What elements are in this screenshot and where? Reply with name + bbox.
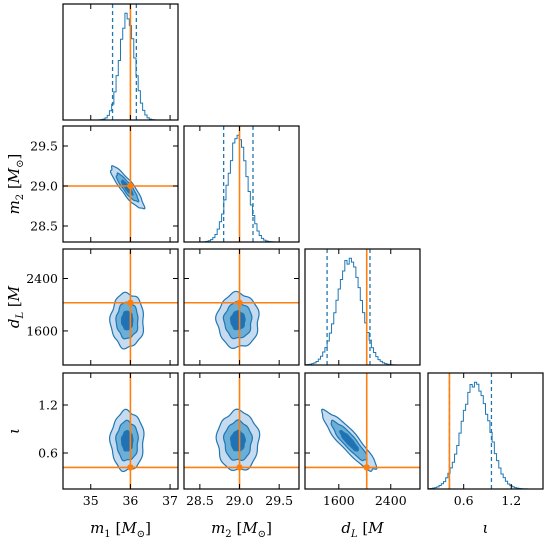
contour-panel-m2-m1: [63, 126, 178, 242]
hist-panel-m1: [63, 4, 178, 121]
x-tick-label-dL: 1600: [323, 493, 355, 508]
panel-frame-2-1: [183, 248, 300, 366]
y-tick-label-iota: 0.6: [38, 446, 58, 461]
y-axis-label-dL: dL [M: [5, 285, 26, 328]
hist-panel-iota: [427, 373, 543, 490]
y-tick-label-m2: 29.0: [30, 179, 58, 194]
panel-frame-3-0: [62, 372, 179, 490]
panel-frame-1-1: [183, 125, 300, 243]
x-tick-label-m2: 28.5: [186, 493, 214, 508]
truth-point: [363, 464, 370, 471]
x-tick-label-iota: 0.6: [454, 493, 474, 508]
x-tick-label-m1: 37: [162, 493, 178, 508]
panel-frame-1-0: [62, 125, 179, 243]
hist-panel-m2: [184, 126, 299, 243]
contour-panel-dL-m1: [63, 249, 178, 365]
x-tick-label-m1: 36: [122, 493, 138, 508]
y-tick-label-m2: 28.5: [30, 219, 58, 234]
histogram-dL: [304, 257, 420, 366]
x-axis-label-dL: dL [M: [341, 519, 384, 540]
contour-panel-iota-m2: [184, 373, 299, 489]
y-tick-label-iota: 1.2: [38, 398, 58, 413]
x-tick-label-m2: 29.0: [226, 493, 254, 508]
contour-level-3: [229, 429, 246, 452]
contour-level-3: [339, 429, 360, 452]
histogram-m2: [184, 134, 299, 243]
x-tick-label-iota: 1.2: [501, 493, 521, 508]
panel-frame-3-1: [183, 372, 300, 490]
panel-frame-2-0: [62, 248, 179, 366]
truth-point: [236, 464, 243, 471]
histogram-m1: [63, 12, 178, 121]
panel-frame-2-2: [304, 248, 421, 366]
y-tick-label-dL: 1600: [26, 323, 58, 338]
y-tick-label-m2: 29.5: [30, 139, 58, 154]
y-tick-label-dL: 2400: [26, 271, 58, 286]
truth-point: [127, 299, 134, 306]
contour-panel-dL-m2: [184, 249, 299, 365]
panel-frame-0-0: [62, 3, 179, 121]
y-axis-label-iota: ι: [5, 428, 23, 434]
y-axis-label-m2: m2 [M⊙]: [5, 154, 26, 215]
contour-level-3: [229, 310, 246, 331]
x-axis-label-iota: ι: [483, 519, 489, 537]
histogram-iota: [427, 381, 543, 490]
panel-frame-3-3: [427, 372, 544, 490]
truth-point: [127, 182, 134, 190]
hist-panel-dL: [304, 249, 420, 366]
x-tick-label-m1: 35: [83, 493, 99, 508]
x-tick-label-dL: 2400: [375, 493, 407, 508]
x-tick-label-m2: 29.5: [265, 493, 293, 508]
contour-panel-iota-dL: [305, 373, 420, 489]
x-axis-label-m1: m1 [M⊙]: [90, 519, 151, 540]
panel-frame-3-2: [304, 372, 421, 490]
truth-point: [236, 299, 243, 306]
truth-point: [127, 464, 134, 471]
x-axis-label-m2: m2 [M⊙]: [211, 519, 272, 540]
contour-panel-iota-m1: [63, 373, 178, 489]
